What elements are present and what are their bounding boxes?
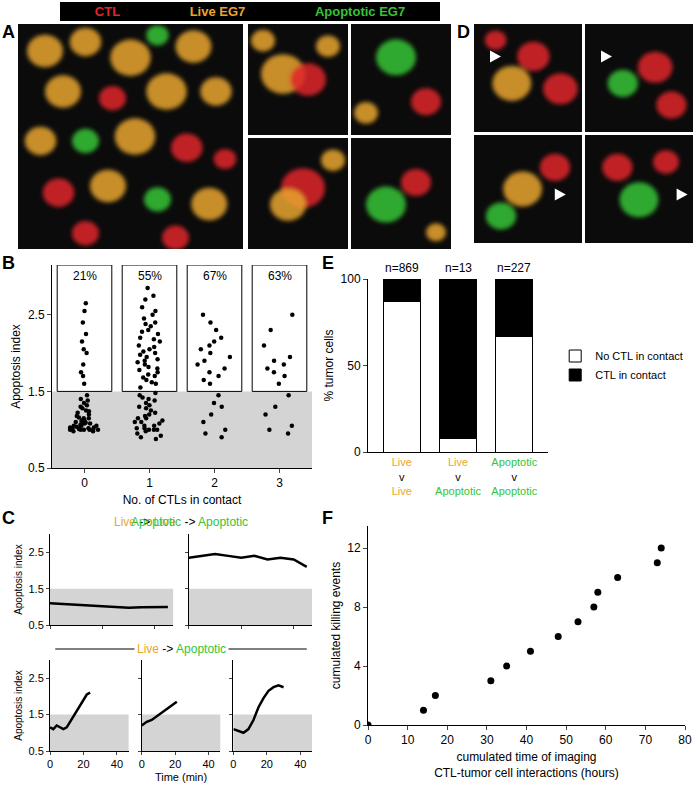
html-text:C: C — [2, 508, 15, 528]
svg-text:40: 40 — [111, 758, 123, 770]
svg-text:No CTL in contact: No CTL in contact — [595, 350, 683, 362]
svg-text:30: 30 — [480, 733, 494, 747]
svg-text:67%: 67% — [203, 269, 227, 283]
svg-text:Apoptotic -> Apoptotic: Apoptotic -> Apoptotic — [131, 515, 248, 529]
svg-text:Apoptosis index: Apoptosis index — [14, 670, 25, 741]
svg-text:1.5: 1.5 — [29, 583, 44, 595]
svg-text:50: 50 — [347, 359, 361, 373]
svg-text:100: 100 — [341, 272, 361, 286]
svg-text:50: 50 — [559, 733, 573, 747]
svg-text:n=13: n=13 — [445, 261, 472, 275]
html-text:A: A — [2, 22, 15, 42]
svg-text:cumulated killing events: cumulated killing events — [329, 562, 343, 689]
svg-text:LivevApoptotic: LivevApoptotic — [435, 456, 481, 497]
svg-text:0: 0 — [365, 733, 372, 747]
svg-text:No. of CTLs in contact: No. of CTLs in contact — [123, 493, 242, 507]
svg-text:0: 0 — [81, 476, 88, 490]
svg-text:1.5: 1.5 — [28, 385, 45, 399]
svg-text:2: 2 — [211, 476, 218, 490]
svg-text:CTL in contact: CTL in contact — [595, 369, 666, 381]
html-text:B: B — [2, 253, 15, 273]
svg-text:4: 4 — [354, 659, 361, 673]
html-text:Live EG7: Live EG7 — [189, 4, 246, 19]
svg-text:12: 12 — [347, 541, 361, 555]
svg-text:55%: 55% — [138, 269, 162, 283]
svg-text:LivevLive: LivevLive — [392, 456, 412, 497]
svg-text:0.5: 0.5 — [28, 461, 45, 475]
svg-text:60: 60 — [599, 733, 613, 747]
svg-text:20: 20 — [77, 758, 89, 770]
svg-text:Apoptosis index: Apoptosis index — [14, 544, 25, 615]
svg-text:3: 3 — [276, 476, 283, 490]
html-text:D: D — [457, 22, 470, 42]
svg-text:Time (min): Time (min) — [155, 771, 207, 783]
svg-text:2.5: 2.5 — [29, 546, 44, 558]
svg-text:1: 1 — [146, 476, 153, 490]
svg-text:0.5: 0.5 — [29, 619, 44, 631]
svg-text:% tumor cells: % tumor cells — [322, 329, 336, 401]
svg-text:63%: 63% — [268, 269, 292, 283]
svg-text:40: 40 — [294, 758, 306, 770]
svg-text:0: 0 — [230, 758, 236, 770]
svg-text:40: 40 — [520, 733, 534, 747]
svg-text:0.5: 0.5 — [29, 745, 44, 757]
svg-text:20: 20 — [169, 758, 181, 770]
html-text:CTL: CTL — [94, 4, 121, 19]
svg-text:8: 8 — [354, 600, 361, 614]
svg-text:n=869: n=869 — [385, 261, 419, 275]
svg-text:1.5: 1.5 — [29, 708, 44, 720]
svg-text:80: 80 — [678, 733, 692, 747]
svg-text:2.5: 2.5 — [29, 672, 44, 684]
html-text:F: F — [322, 508, 333, 528]
svg-text:0: 0 — [139, 758, 145, 770]
svg-text:n=227: n=227 — [497, 261, 531, 275]
html-text:E: E — [322, 253, 334, 273]
svg-text:0: 0 — [354, 718, 361, 732]
svg-text:Apoptosis index: Apoptosis index — [9, 324, 23, 409]
svg-text:20: 20 — [261, 758, 273, 770]
svg-text:0: 0 — [354, 445, 361, 459]
svg-text:ApoptoticvApoptotic: ApoptoticvApoptotic — [491, 456, 537, 497]
svg-text:Live -> Live: Live -> Live — [114, 515, 176, 529]
svg-text:Live -> Apoptotic: Live -> Apoptotic — [137, 642, 226, 656]
svg-text:70: 70 — [639, 733, 653, 747]
svg-text:40: 40 — [202, 758, 214, 770]
html-text:Apoptotic EG7: Apoptotic EG7 — [314, 4, 406, 19]
svg-text:10: 10 — [401, 733, 415, 747]
svg-text:0: 0 — [47, 758, 53, 770]
svg-text:cumulated time of imagingCTL-t: cumulated time of imagingCTL-tumor cell … — [434, 750, 619, 780]
svg-text:20: 20 — [441, 733, 455, 747]
svg-text:21%: 21% — [73, 269, 97, 283]
svg-text:2.5: 2.5 — [28, 308, 45, 322]
